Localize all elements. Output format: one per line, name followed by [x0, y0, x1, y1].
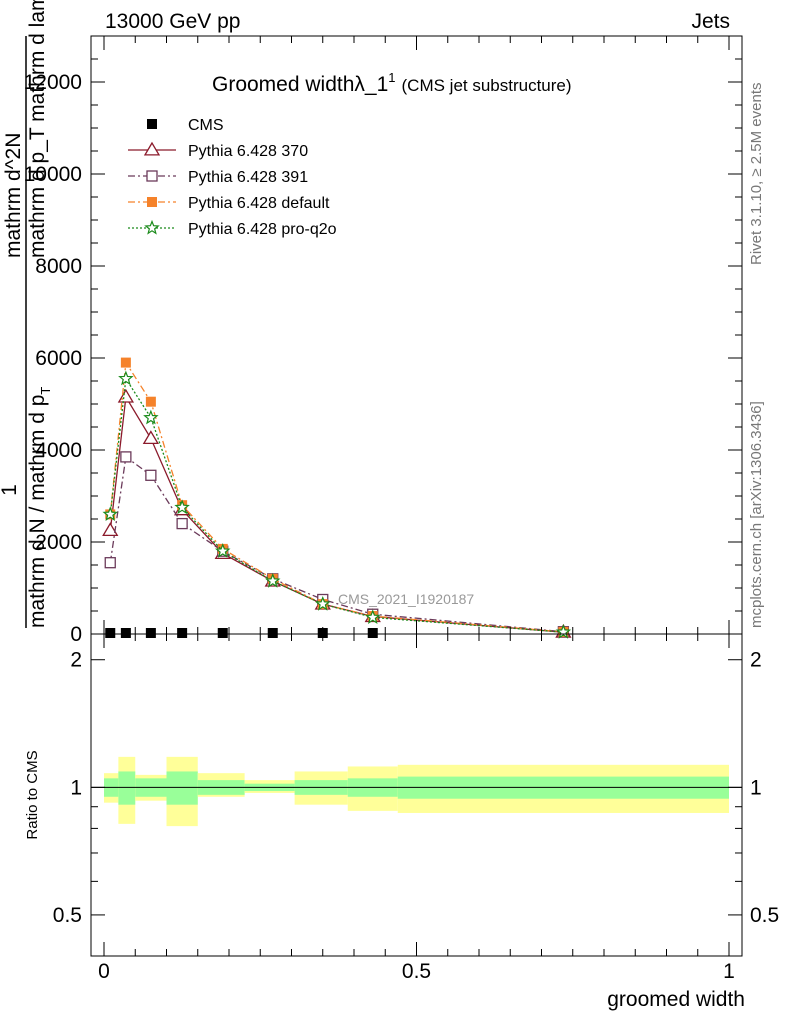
x-tick-label: 0.5	[402, 960, 431, 983]
ratio-y-tick-label-left: 1	[70, 776, 82, 799]
header-right-label: Jets	[691, 10, 730, 33]
series-0-point	[367, 628, 378, 638]
x-tick-labels: 0 0.5 1	[98, 960, 735, 983]
series-4-point	[314, 595, 331, 611]
y-tick-label: 2000	[35, 531, 82, 554]
legend-marker	[144, 219, 160, 235]
series-3	[105, 357, 569, 637]
series-4-point	[174, 499, 190, 515]
main-plot: 2000 4000 6000 8000 10000 12000 0 CMS_2021_I19…	[0, 0, 743, 646]
series-1-point	[117, 388, 135, 403]
legend-item-3: Pythia 6.428 default	[128, 195, 330, 212]
series-1-point	[102, 522, 119, 537]
ratio-y-tick-label-left: 0.5	[53, 904, 82, 927]
y-tick-label: 6000	[35, 347, 82, 370]
series-0-point	[177, 628, 188, 638]
series-4-point	[214, 543, 231, 558]
series-0-point	[145, 628, 156, 638]
series-1	[102, 388, 572, 638]
svg-text:Groomed widthλ_11(CMS jet subs: Groomed widthλ_11 (CMS jet substructure)	[212, 70, 572, 96]
legend-label: Pythia 6.428 default	[188, 195, 330, 212]
series-0-point	[105, 628, 116, 638]
x-tick-label: 0	[98, 960, 110, 983]
chart-title-superscript: 1	[388, 70, 395, 85]
y-tick-label: 10000	[24, 163, 82, 186]
legend-item-1: Pythia 6.428 370	[128, 141, 308, 160]
legend-label: Pythia 6.428 370	[188, 143, 308, 160]
legend-marker	[146, 170, 158, 182]
side-text-upper: Rivet 3.1.10, ≥ 2.5M events	[748, 83, 765, 266]
series-2-point	[176, 517, 188, 530]
ratio-y-tick-label-left: 2	[70, 649, 82, 672]
ratio-band-inner	[118, 771, 136, 805]
series-0-point	[267, 628, 278, 638]
side-text-lower: mcplots.cern.ch [arXiv:1306.3436]	[748, 401, 765, 628]
series-2-point	[104, 557, 116, 569]
series-4-point	[143, 409, 159, 425]
x-axis-label: groomed width	[607, 988, 745, 1011]
legend-marker	[147, 197, 157, 207]
watermark-label: CMS_2021_I1920187	[338, 591, 474, 607]
ratio-band-inner	[166, 771, 198, 805]
y-tick-label: 12000	[24, 71, 82, 94]
main-series-layer	[102, 357, 572, 639]
x-tick-label: 1	[723, 960, 735, 983]
chart-title-text: Groomed widthλ_1	[212, 73, 388, 96]
y-label-numerator: 1	[0, 484, 21, 496]
y-label-line-1: mathrm d N / mathrm d pT	[26, 387, 53, 628]
series-1-point	[142, 430, 160, 445]
series-4	[102, 370, 572, 639]
ratio-plot: 0.5 0.51 12 2 Ratio to CMS 0 0.5 1 groomed wi…	[24, 633, 779, 1011]
series-3-point	[145, 396, 156, 407]
y-label-line-2: mathrm d^2N	[2, 133, 25, 258]
legend-marker	[147, 119, 157, 129]
legend-item-4: Pythia 6.428 pro-q2o	[128, 219, 337, 238]
series-2-point	[120, 451, 132, 463]
ratio-y-tick-label-right: 0.5	[750, 904, 779, 927]
chart-title-suffix: (CMS jet substructure)	[402, 76, 572, 95]
series-3-point	[120, 357, 131, 368]
ratio-y-axis-label: Ratio to CMS	[24, 750, 41, 839]
series-0-point	[217, 628, 228, 638]
main-y-axis-label: 1 mathrm d N / mathrm d pT mathrm d^2N m…	[0, 0, 53, 628]
legend-label: CMS	[188, 117, 224, 134]
ratio-bands-layer	[104, 756, 729, 827]
legend-label: Pythia 6.428 391	[188, 169, 308, 186]
y-tick-label: 4000	[35, 439, 82, 462]
header-left-label: 13000 GeV pp	[105, 10, 240, 33]
main-axis-ticks	[91, 35, 742, 635]
y-label-line-3: mathrm d p_T mathrm d lambda	[26, 0, 49, 258]
legend-label: Pythia 6.428 pro-q2o	[188, 221, 337, 238]
ratio-axis-ticks	[91, 634, 742, 956]
legend: CMS Pythia 6.428 370 Pythia 6.428 391 Pythi…	[128, 117, 337, 238]
series-2-point	[145, 469, 157, 481]
y-tick-label: 8000	[35, 255, 82, 278]
y-tick-label-zero: 0	[70, 623, 82, 646]
legend-item-2: Pythia 6.428 391	[128, 169, 308, 186]
chart-title: Groomed widthλ_11 (CMS jet substructure)	[212, 70, 572, 96]
legend-marker	[143, 141, 161, 156]
series-4-point	[264, 572, 281, 588]
series-0	[105, 628, 378, 638]
series-4-point	[102, 506, 119, 522]
series-4-point	[118, 370, 134, 386]
series-4-point	[364, 609, 381, 625]
main-y-tick-labels: 2000 4000 6000 8000 10000 12000 0	[24, 71, 82, 646]
ratio-y-tick-label-right: 2	[750, 649, 762, 672]
ratio-y-tick-labels: 0.5 0.5 1 1 2 2	[53, 649, 779, 927]
series-line-3	[109, 360, 564, 633]
legend-item-0: CMS	[147, 117, 224, 134]
series-line-2	[109, 455, 564, 633]
series-0-point	[120, 628, 131, 638]
ratio-y-tick-label-right: 1	[750, 776, 762, 799]
series-4-point	[555, 624, 572, 639]
